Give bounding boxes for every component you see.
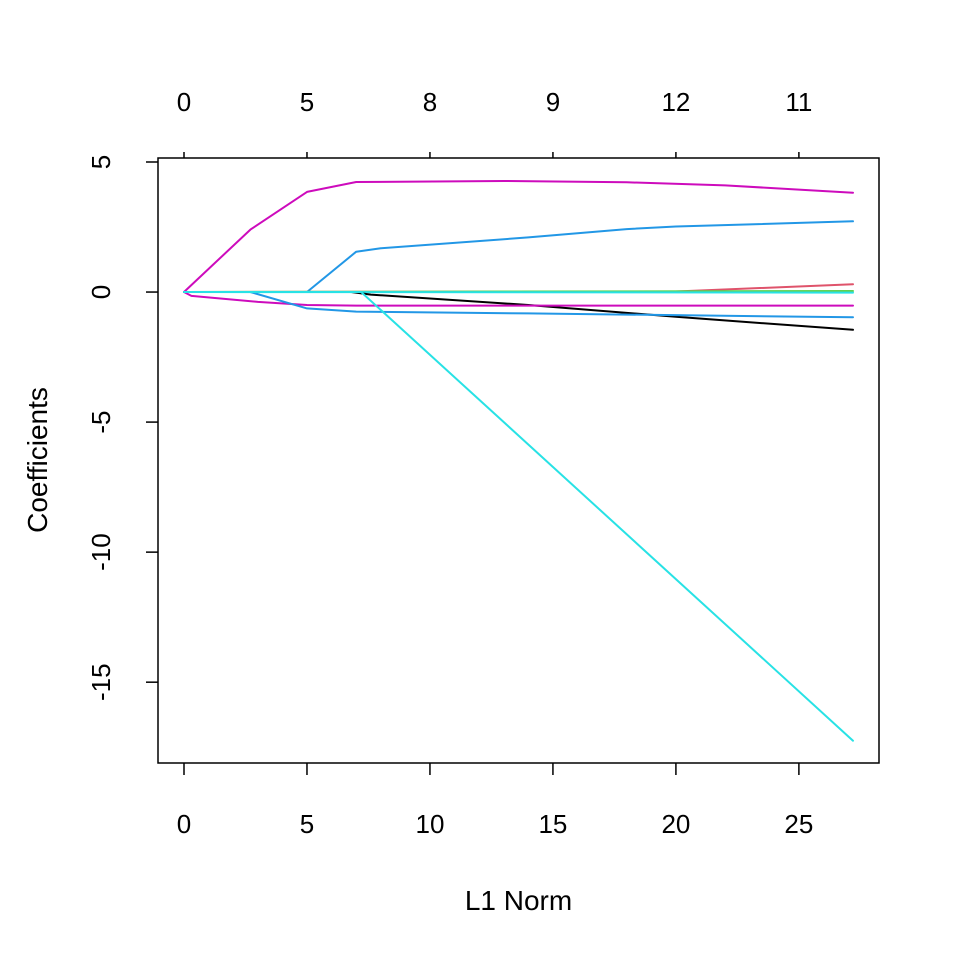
top-tick-label: 12	[661, 87, 690, 117]
top-tick-label: 0	[177, 87, 191, 117]
series-line-9	[183, 291, 854, 742]
plot-frame	[157, 157, 880, 764]
x-tick-label: 20	[661, 809, 690, 839]
y-axis: 5 0 -5 -10 -15	[86, 155, 158, 701]
series-lines	[183, 180, 854, 742]
series-line-7	[183, 291, 854, 307]
x-tick-label: 0	[177, 809, 191, 839]
x-tick-label: 25	[784, 809, 813, 839]
top-axis: 0 5 8 9 12 11	[177, 87, 812, 158]
series-line-2	[183, 220, 854, 293]
y-tick-label: 5	[86, 155, 116, 169]
y-tick-label: -10	[86, 533, 116, 571]
top-tick-label: 11	[785, 87, 812, 117]
top-tick-label: 5	[300, 87, 314, 117]
top-tick-label: 8	[423, 87, 437, 117]
x-tick-label: 5	[300, 809, 314, 839]
x-axis: 0 5 10 15 20 25	[177, 763, 813, 839]
series-line-1	[183, 180, 854, 293]
x-tick-label: 10	[415, 809, 444, 839]
y-tick-label: -5	[86, 411, 116, 434]
y-axis-title: Coefficients	[22, 387, 53, 533]
y-tick-label: -15	[86, 663, 116, 701]
x-axis-title: L1 Norm	[465, 885, 572, 916]
y-tick-label: 0	[86, 285, 116, 299]
top-tick-label: 9	[546, 87, 560, 117]
x-tick-label: 15	[538, 809, 567, 839]
